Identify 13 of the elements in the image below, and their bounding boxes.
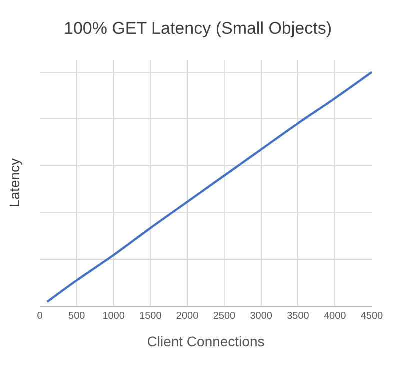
x-tick-label: 4000 [324, 311, 347, 322]
x-tick-label: 2000 [176, 311, 200, 322]
x-axis-title: Client Connections [147, 333, 265, 350]
x-tick-label: 3000 [250, 311, 273, 322]
x-tick-label: 1000 [102, 311, 126, 322]
chart-title: 100% GET Latency (Small Objects) [64, 18, 332, 38]
x-tick-label: 500 [68, 311, 86, 322]
x-tick-label: 0 [37, 311, 44, 322]
x-tick-label: 4500 [360, 311, 384, 322]
x-tick-label: 3500 [287, 311, 310, 322]
y-axis-title: Latency [6, 158, 23, 208]
x-tick-label: 2500 [213, 311, 236, 322]
x-tick-label: 1500 [140, 311, 162, 322]
